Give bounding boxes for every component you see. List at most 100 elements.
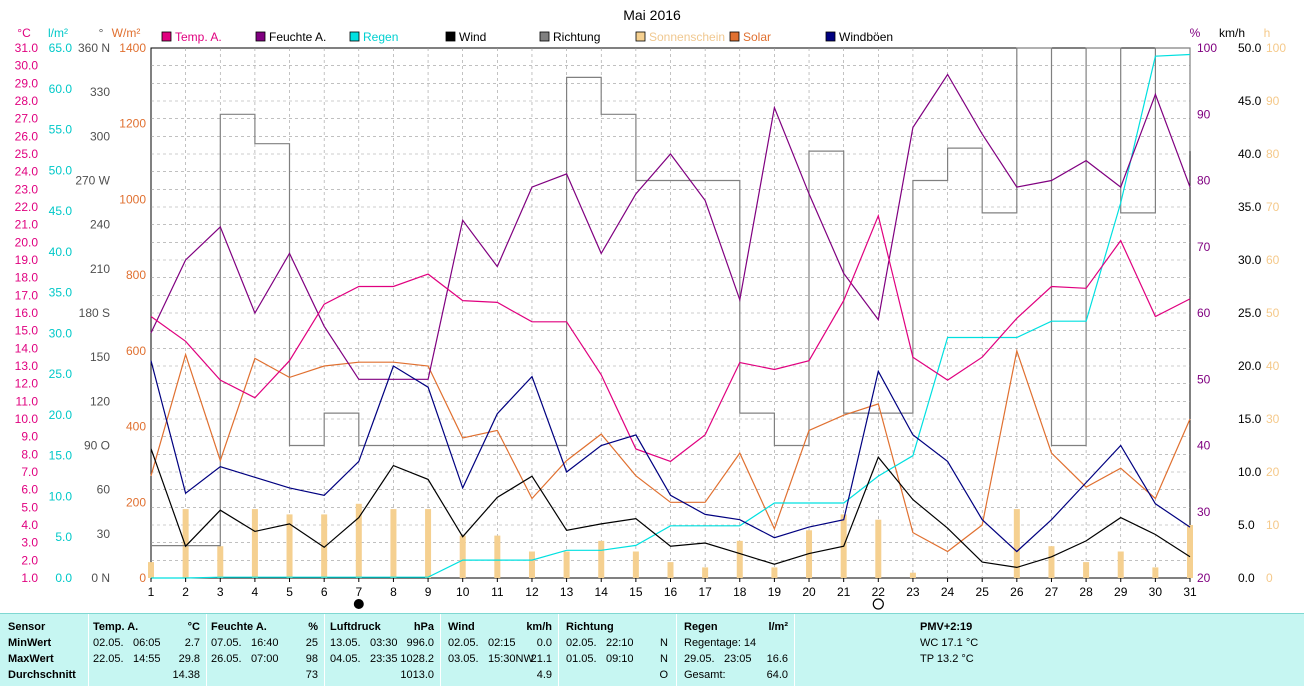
- x-axis-tick: 25: [976, 585, 990, 599]
- pressure-max-time: 23:35: [370, 653, 398, 665]
- sunshine-bar: [321, 514, 328, 578]
- pressure-min-value: 996.0: [406, 637, 434, 649]
- legend-swatch: [161, 31, 172, 42]
- temp-axis-tick: 12.0: [15, 377, 39, 391]
- legend-swatch: [539, 31, 550, 42]
- direction-axis-tick: 60: [97, 483, 111, 497]
- wind-axis-tick: 45.0: [1238, 94, 1262, 108]
- sunshine-bar: [771, 567, 778, 578]
- sunshine-axis-tick: 20: [1266, 465, 1280, 479]
- humidity-axis-tick: 80: [1197, 174, 1211, 188]
- x-axis-tick: 21: [837, 585, 851, 599]
- temp-axis-tick: 26.0: [15, 129, 39, 143]
- rain-axis-tick: 50.0: [49, 163, 73, 177]
- full-moon-icon: [872, 598, 884, 610]
- direction-avg: O: [659, 669, 668, 681]
- direction-min-date: 02.05.: [566, 637, 597, 649]
- humidity-avg: 73: [305, 669, 318, 681]
- solar-axis-tick: 400: [126, 420, 146, 434]
- rain-axis-tick: 40.0: [49, 245, 73, 259]
- x-axis-tick: 13: [560, 585, 574, 599]
- wind-min-time: 02:15: [488, 637, 516, 649]
- minwert-label: MinWert: [8, 637, 52, 649]
- temp-axis-tick: 10.0: [15, 412, 39, 426]
- direction-axis-tick: 180 S: [79, 306, 110, 320]
- sunshine-bar: [182, 509, 189, 578]
- sunshine-axis-tick: 50: [1266, 306, 1280, 320]
- rain-unit: l/m²: [768, 621, 788, 633]
- solar-axis-tick: 1400: [119, 41, 146, 55]
- humidity-axis-tick: 40: [1197, 439, 1211, 453]
- direction-axis-tick: 360 N: [78, 41, 110, 55]
- sunshine-bar: [632, 551, 639, 578]
- sunshine-bar: [217, 546, 224, 578]
- durchschnitt-label: Durchschnitt: [8, 669, 76, 681]
- pressure-max-date: 04.05.: [330, 653, 361, 665]
- temp-axis-tick: 6.0: [21, 483, 38, 497]
- legend-label: Wind: [459, 30, 486, 44]
- legend-label: Temp. A.: [175, 30, 222, 44]
- x-axis-tick: 19: [768, 585, 782, 599]
- legend-label: Richtung: [553, 30, 600, 44]
- wind-axis-tick: 5.0: [1238, 518, 1255, 532]
- direction-axis-tick: 210: [90, 262, 110, 276]
- legend-item: Feuchte A.: [255, 30, 326, 44]
- rain-axis-tick: 15.0: [49, 449, 73, 463]
- humidity-max-date: 26.05.: [211, 653, 242, 665]
- stats-col-humidity: Feuchte A.% 07.05. 16:40 25 26.05. 07:00 98 …: [207, 614, 325, 686]
- direction-axis-tick: 0 N: [91, 571, 110, 585]
- x-axis-tick: 14: [595, 585, 609, 599]
- stats-col-temp: Temp. A. °C 02.05. 06:05 2.7 22.05. 14:55 29.…: [89, 614, 207, 686]
- maxwert-label: MaxWert: [8, 653, 54, 665]
- stats-col-pmv: PMV+2:19 WC 17.1 °C TP 13.2 °C: [795, 614, 1304, 686]
- sunshine-bar: [1048, 546, 1055, 578]
- y-axis-ticks: 1.0 2.0 3.0 4.0 5.0 6.0 7.0 8.0 9.0 10.0 11.0 12.0 1…: [15, 41, 1287, 585]
- wind-axis-tick: 30.0: [1238, 253, 1262, 267]
- x-axis-tick: 17: [698, 585, 712, 599]
- moon-phases: [353, 598, 884, 610]
- temp-axis-tick: 28.0: [15, 94, 39, 108]
- sunshine-axis-tick: 100: [1266, 41, 1286, 55]
- temp-axis-tick: 29.0: [15, 76, 39, 90]
- series-line-solar: [150, 348, 1191, 553]
- rain-days: Regentage: 14: [684, 637, 757, 649]
- humidity-max-value: 98: [305, 653, 318, 665]
- temp-max-time: 14:55: [133, 653, 161, 665]
- x-axis-tick: 28: [1079, 585, 1093, 599]
- x-axis-tick: 5: [286, 585, 293, 599]
- solar-axis-tick: 200: [126, 495, 146, 509]
- series-lines: [150, 47, 1191, 579]
- sunshine-bar: [355, 503, 362, 578]
- temp-max-date: 22.05.: [93, 653, 124, 665]
- wind-min-value: 0.0: [536, 637, 552, 649]
- x-axis-tick: 18: [733, 585, 747, 599]
- sunshine-bar: [286, 514, 293, 578]
- direction-max-value: N: [660, 653, 668, 665]
- wind-min-date: 02.05.: [448, 637, 479, 649]
- x-axis-tick: 11: [491, 585, 504, 599]
- x-axis-tick: 24: [941, 585, 955, 599]
- legend-item: Wind: [445, 30, 486, 44]
- temp-axis-tick: 22.0: [15, 200, 39, 214]
- wind-axis-tick: 10.0: [1238, 465, 1262, 479]
- x-axis-tick: 2: [182, 585, 189, 599]
- pressure-avg: 1013.0: [400, 669, 434, 681]
- wind-axis-tick: 20.0: [1238, 359, 1262, 373]
- direction-axis-tick: 300: [90, 129, 110, 143]
- temp-axis-tick: 19.0: [15, 253, 39, 267]
- legend-label: Regen: [363, 30, 398, 44]
- temp-axis-tick: 3.0: [21, 536, 38, 550]
- legend-swatch: [729, 31, 740, 42]
- direction-max-time: 09:10: [606, 653, 634, 665]
- rain-axis-tick: 5.0: [55, 530, 72, 544]
- x-axis-tick: 29: [1114, 585, 1128, 599]
- sunshine-axis-tick: 60: [1266, 253, 1280, 267]
- temp-max-value: 29.8: [178, 653, 200, 665]
- direction-max-date: 01.05.: [566, 653, 597, 665]
- stats-col-pressure: Luftdruck hPa 13.05. 03:30 996.0 04.05. 23:3…: [325, 614, 441, 686]
- sunshine-bar: [148, 562, 154, 578]
- chart-title: Mai 2016: [623, 7, 681, 23]
- x-axis-tick: 8: [390, 585, 397, 599]
- direction-min-value: N: [660, 637, 668, 649]
- temp-axis-tick: 25.0: [15, 147, 39, 161]
